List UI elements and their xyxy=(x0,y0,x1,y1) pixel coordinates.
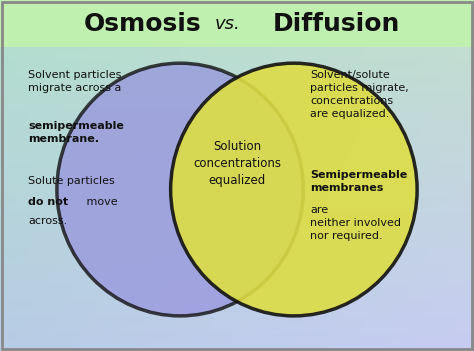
Text: Solvent particles
migrate across a: Solvent particles migrate across a xyxy=(28,70,122,93)
Text: are
neither involved
nor required.: are neither involved nor required. xyxy=(310,205,401,241)
Ellipse shape xyxy=(171,63,417,316)
Text: semipermeable
membrane.: semipermeable membrane. xyxy=(28,121,124,144)
Text: across.: across. xyxy=(28,216,68,226)
Text: vs.: vs. xyxy=(215,14,240,33)
FancyBboxPatch shape xyxy=(0,0,474,47)
Text: Diffusion: Diffusion xyxy=(273,12,400,35)
Text: Solute particles: Solute particles xyxy=(28,176,115,185)
Text: Solution
concentrations
equalized: Solution concentrations equalized xyxy=(193,140,281,187)
Text: Solvent/solute
particles migrate,
concentrations
are equalized.: Solvent/solute particles migrate, concen… xyxy=(310,70,409,119)
Text: move: move xyxy=(83,197,118,206)
Text: do not: do not xyxy=(28,197,69,206)
Text: Semipermeable
membranes: Semipermeable membranes xyxy=(310,170,408,193)
Ellipse shape xyxy=(57,63,303,316)
Text: Osmosis: Osmosis xyxy=(83,12,201,35)
